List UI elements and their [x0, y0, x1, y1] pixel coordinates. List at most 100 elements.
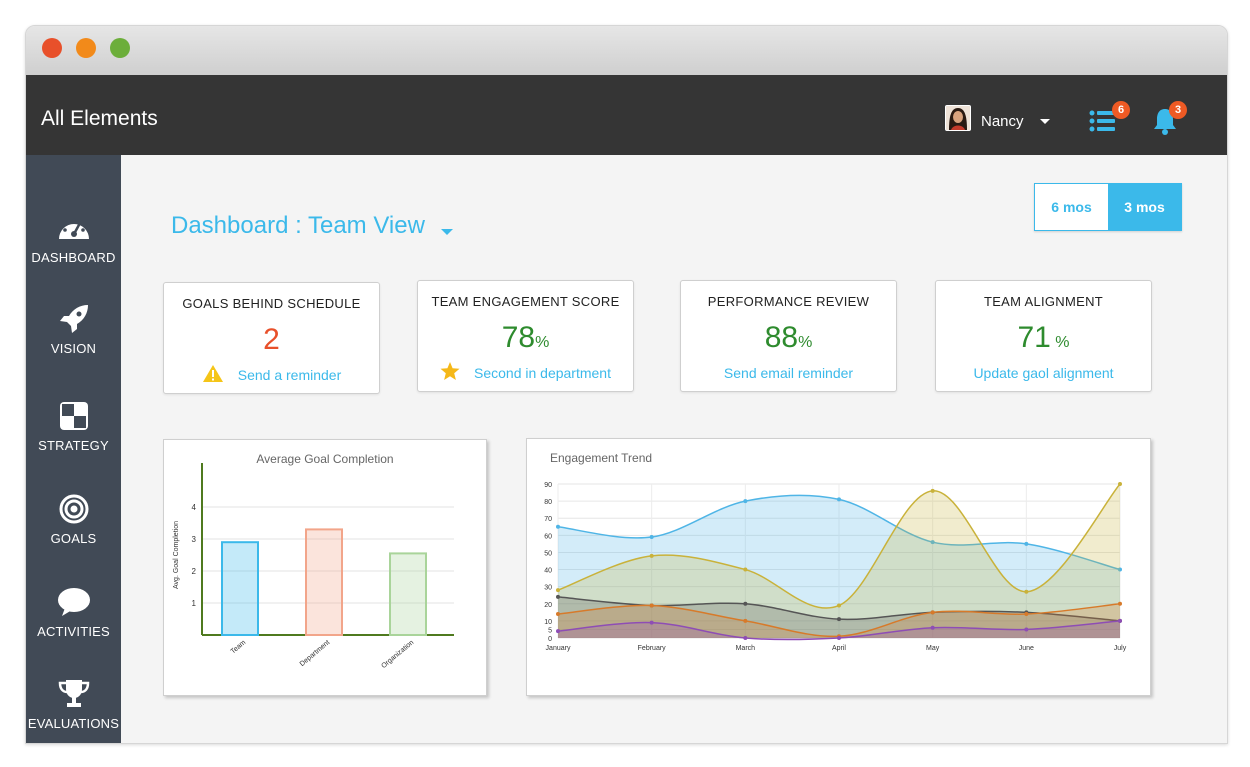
- data-point[interactable]: [1024, 627, 1029, 632]
- data-point[interactable]: [649, 620, 654, 625]
- chart-title: Engagement Trend: [550, 451, 653, 465]
- y-tick-label: 1: [192, 599, 197, 608]
- sidebar-item-dashboard[interactable]: DASHBOARD: [26, 213, 121, 265]
- card-value: 2: [164, 323, 379, 357]
- data-point[interactable]: [649, 553, 654, 558]
- sidebar-item-label: VISION: [50, 341, 97, 356]
- trophy-icon: [58, 680, 89, 707]
- data-point[interactable]: [556, 594, 560, 599]
- engagement-score-card: TEAM ENGAGEMENT SCORE 78% Second in depa…: [417, 280, 634, 392]
- data-point[interactable]: [1118, 601, 1122, 606]
- user-name: Nancy: [981, 112, 1024, 130]
- update-alignment-link[interactable]: Update gaol alignment: [973, 365, 1114, 381]
- sidebar-item-label: EVALUATIONS: [27, 716, 120, 731]
- data-point[interactable]: [743, 618, 748, 623]
- minimize-window-button[interactable]: [76, 38, 96, 58]
- close-window-button[interactable]: [42, 38, 62, 58]
- performance-review-card: PERFORMANCE REVIEW 88% Send email remind…: [680, 280, 897, 392]
- send-email-reminder-link[interactable]: Send email reminder: [723, 365, 854, 381]
- data-point[interactable]: [649, 603, 654, 608]
- card-title: GOALS BEHIND SCHEDULE: [182, 296, 361, 311]
- task-list-button[interactable]: 6: [1089, 101, 1130, 135]
- bar-chart-plot: 1 2 3 4 Avg. Goal Completion Team Department Or…: [173, 463, 454, 670]
- y-tick-label: 80: [544, 499, 552, 506]
- star-icon: [440, 362, 460, 380]
- sidebar-item-goals[interactable]: GOALS: [26, 494, 121, 546]
- card-value: 71 %: [936, 321, 1151, 355]
- data-point[interactable]: [743, 636, 748, 640]
- x-tick-label: July: [1114, 645, 1127, 652]
- data-point[interactable]: [930, 610, 935, 615]
- data-point[interactable]: [837, 636, 841, 640]
- sidebar-item-vision[interactable]: VISION: [26, 304, 121, 356]
- send-reminder-link[interactable]: Send a reminder: [164, 364, 379, 383]
- range-6-months-button[interactable]: 6 mos: [1035, 184, 1108, 230]
- chat-bubble-icon: [57, 588, 90, 616]
- goal-completion-chart: Average Goal Completion 1 2 3 4 Avg. Goal Co…: [163, 439, 487, 696]
- data-point[interactable]: [743, 567, 748, 572]
- sidebar-item-label: GOALS: [50, 531, 97, 546]
- sidebar-item-strategy[interactable]: STRATEGY: [26, 401, 121, 453]
- range-3-months-button[interactable]: 3 mos: [1108, 184, 1181, 230]
- data-point[interactable]: [1118, 482, 1122, 486]
- bar[interactable]: [221, 541, 259, 636]
- maximize-window-button[interactable]: [110, 38, 130, 58]
- data-point[interactable]: [556, 612, 560, 617]
- data-point[interactable]: [1024, 589, 1029, 594]
- card-value: 88%: [681, 321, 896, 355]
- data-point[interactable]: [1118, 618, 1122, 623]
- time-range-toggle: 6 mos 3 mos: [1034, 183, 1182, 231]
- card-title: PERFORMANCE REVIEW: [707, 294, 870, 309]
- data-point[interactable]: [556, 524, 560, 529]
- data-point[interactable]: [837, 603, 841, 608]
- x-tick-label: January: [546, 645, 571, 652]
- sidebar-item-activities[interactable]: ACTIVITIES: [26, 587, 121, 639]
- dashboard-icon: [58, 218, 89, 239]
- data-point[interactable]: [1118, 567, 1122, 572]
- area-chart-plot: 0 510 20 30 40 50 60 70 80 90 January February March…: [544, 482, 1127, 652]
- x-tick-label: Department: [299, 639, 332, 668]
- data-point[interactable]: [837, 617, 841, 622]
- data-point[interactable]: [556, 588, 560, 593]
- chevron-down-icon: [1039, 118, 1050, 124]
- warning-icon: [202, 365, 223, 382]
- x-tick-label: Team: [230, 639, 248, 655]
- sidebar-item-evaluations[interactable]: EVALUATIONS: [26, 679, 121, 731]
- view-dropdown-icon[interactable]: [441, 229, 453, 235]
- window-titlebar: [26, 26, 1227, 75]
- bar[interactable]: [305, 528, 343, 636]
- card-title: TEAM ENGAGEMENT SCORE: [431, 294, 620, 309]
- y-tick-label: 60: [544, 533, 552, 540]
- card-value: 78%: [418, 321, 633, 355]
- data-point[interactable]: [649, 535, 654, 540]
- data-point[interactable]: [930, 488, 935, 493]
- notifications-button[interactable]: 3: [1152, 101, 1192, 135]
- data-point[interactable]: [556, 629, 560, 634]
- data-point[interactable]: [930, 540, 935, 545]
- data-point[interactable]: [837, 497, 841, 502]
- link-label: Second in department: [474, 365, 611, 381]
- app-window: All Elements Nancy 6: [25, 25, 1228, 744]
- data-point[interactable]: [743, 601, 748, 606]
- data-point[interactable]: [930, 625, 935, 630]
- value-number: 78: [501, 321, 536, 354]
- user-menu[interactable]: Nancy: [945, 105, 1050, 131]
- target-icon: [59, 494, 88, 524]
- strategy-icon: [59, 402, 88, 430]
- page-title[interactable]: Dashboard : Team View: [171, 212, 425, 239]
- app-title: All Elements: [41, 107, 158, 130]
- data-point[interactable]: [1024, 541, 1029, 546]
- chart-title: Average Goal Completion: [256, 452, 394, 466]
- data-point[interactable]: [1024, 612, 1029, 617]
- y-tick-label: 20: [544, 602, 552, 609]
- link-label: Send a reminder: [237, 367, 342, 383]
- bar[interactable]: [389, 552, 427, 636]
- sidebar: DASHBOARD VISION STRATEGY GOALS: [26, 155, 121, 743]
- data-point[interactable]: [743, 499, 748, 504]
- x-tick-label: May: [926, 645, 940, 652]
- department-rank-link[interactable]: Second in department: [418, 362, 633, 381]
- sidebar-item-label: DASHBOARD: [31, 250, 116, 265]
- sidebar-item-label: STRATEGY: [38, 438, 109, 453]
- x-tick-label: Organization: [380, 639, 415, 670]
- y-tick-label: 0: [548, 636, 552, 643]
